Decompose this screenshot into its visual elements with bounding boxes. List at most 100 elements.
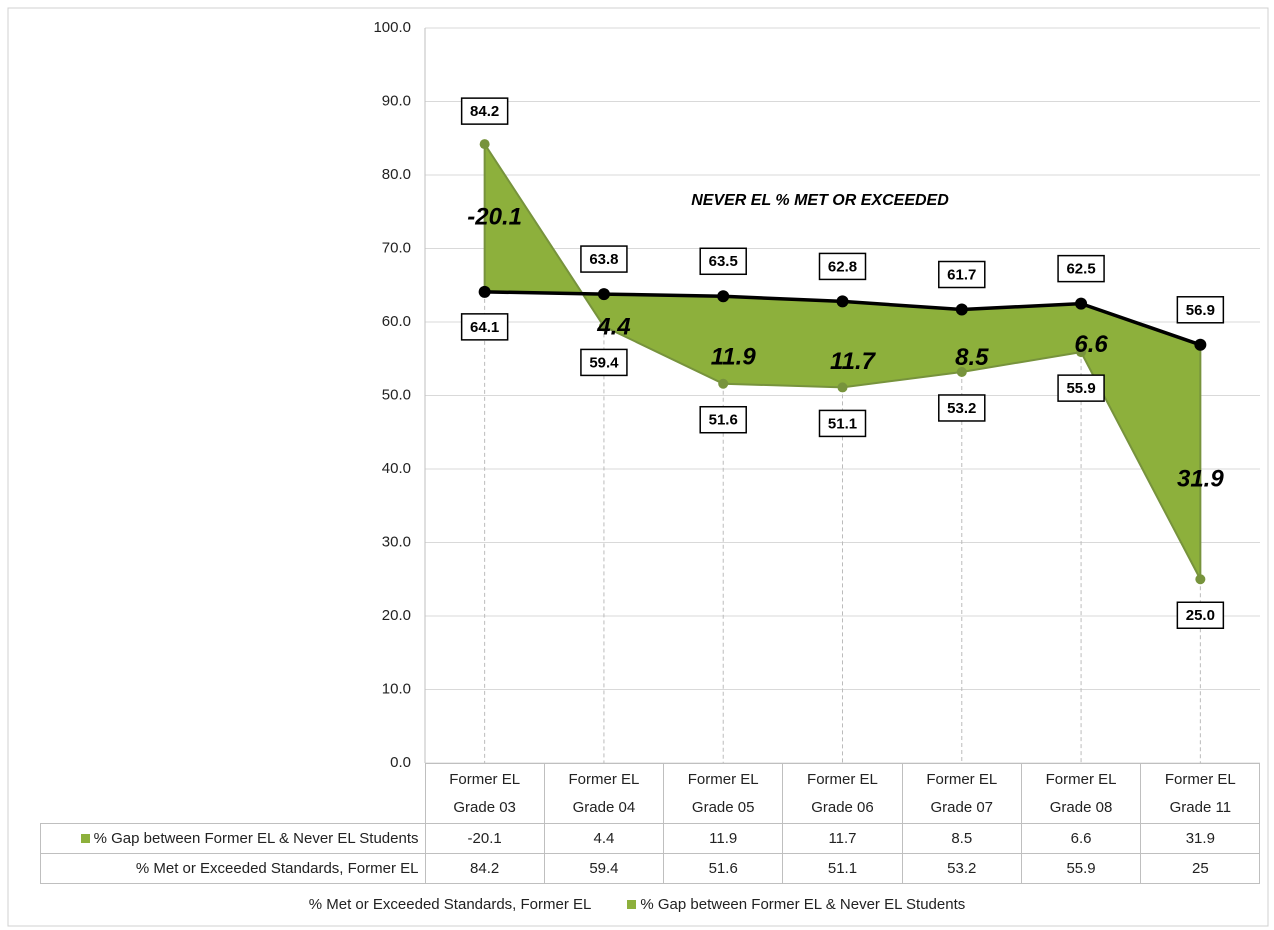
gap-label: 6.6 <box>1074 331 1108 358</box>
category-label: Former EL Grade 08 <box>1045 770 1117 816</box>
header-cell: Former EL Grade 08 <box>1020 763 1142 824</box>
data-label: 59.4 <box>580 348 628 377</box>
gap-label: 11.7 <box>830 348 877 375</box>
gap-label: 31.9 <box>1177 465 1224 492</box>
header-cell: Former EL Grade 11 <box>1140 763 1261 824</box>
row-name: % Gap between Former EL & Never EL Stude… <box>93 830 419 847</box>
label-text: 61.7 <box>947 266 976 283</box>
table-value: 59.4 <box>543 853 665 884</box>
label-text: 51.6 <box>709 412 738 429</box>
label-text: 59.4 <box>589 354 619 371</box>
table-value: 53.2 <box>901 853 1022 884</box>
data-label: 62.8 <box>818 252 867 281</box>
label-text: 64.1 <box>470 319 499 336</box>
header-cell: Former EL Grade 04 <box>543 763 665 824</box>
label-box <box>580 348 628 377</box>
former-el-point <box>1195 574 1206 585</box>
table-value: 55.9 <box>1020 853 1142 884</box>
data-label: 51.6 <box>699 405 747 434</box>
y-tick-label: 90.0 <box>382 92 411 109</box>
former-el-point <box>837 382 848 393</box>
table-value: 11.9 <box>663 823 784 854</box>
data-label: 61.7 <box>938 260 986 289</box>
data-label: 55.9 <box>1057 374 1105 402</box>
table-value: 51.6 <box>663 853 784 884</box>
header-cell: Former EL Grade 03 <box>424 763 545 824</box>
never-el-point <box>836 295 849 308</box>
legend-text: % Met or Exceeded Standards, Former EL <box>308 896 592 913</box>
category-label: Former EL Grade 06 <box>807 770 878 816</box>
label-box <box>699 247 747 276</box>
header-cell: Former EL Grade 07 <box>901 763 1022 824</box>
data-label: 84.2 <box>460 97 509 125</box>
data-label: 25.0 <box>1176 601 1225 629</box>
y-tick-label: 20.0 <box>382 607 411 624</box>
label-box <box>580 245 628 273</box>
former-el-point <box>956 366 967 377</box>
y-tick-label: 30.0 <box>382 533 411 550</box>
y-tick-label: 40.0 <box>382 460 411 477</box>
table-value: -20.1 <box>424 823 545 854</box>
annotation: NEVER EL % MET OR EXCEEDED <box>691 192 949 209</box>
label-box <box>938 260 986 289</box>
legend-item: % Met or Exceeded Standards, Former EL <box>309 896 592 913</box>
table-value: 11.7 <box>782 823 903 854</box>
label-box <box>818 409 867 438</box>
label-text: 56.9 <box>1186 302 1215 319</box>
data-label: 62.5 <box>1057 254 1105 283</box>
legend: % Met or Exceeded Standards, Former EL % … <box>0 896 1274 913</box>
label-text: 55.9 <box>1066 380 1095 397</box>
corner-cell <box>40 763 426 824</box>
data-table: Former EL Grade 03 Former EL Grade 04 Form… <box>40 763 1261 884</box>
legend-key <box>627 900 637 909</box>
y-tick-label: 60.0 <box>382 313 411 330</box>
category-label: Former EL Grade 04 <box>568 770 640 816</box>
label-box <box>699 405 747 434</box>
never-el-point <box>1194 338 1207 351</box>
label-text: 62.8 <box>828 258 857 275</box>
data-label: 63.5 <box>699 247 747 276</box>
chart-border <box>7 7 1269 927</box>
never-el-point <box>955 303 968 316</box>
legend-item: % Gap between Former EL & Never EL Stude… <box>627 896 965 913</box>
label-box <box>818 252 867 281</box>
label-text: 63.5 <box>709 253 738 270</box>
label-text: 84.2 <box>470 103 499 120</box>
y-tick-label: 10.0 <box>382 680 411 697</box>
former-el-point <box>718 378 729 389</box>
table-value: 8.5 <box>901 823 1022 854</box>
category-label: Former EL Grade 07 <box>926 770 998 816</box>
label-box <box>1057 374 1105 402</box>
gap-label: 11.9 <box>711 343 757 370</box>
former-el-point <box>1076 347 1087 358</box>
table-value: 25 <box>1140 853 1261 884</box>
data-label: 53.2 <box>938 394 986 422</box>
label-box <box>460 97 509 125</box>
table-value: 31.9 <box>1140 823 1261 854</box>
gap-label: 4.4 <box>596 314 630 341</box>
category-label: Former EL Grade 03 <box>449 770 521 816</box>
gap-label: -20.1 <box>467 203 522 230</box>
table-value: 4.4 <box>543 823 665 854</box>
never-el-point <box>717 290 730 303</box>
category-label: Former EL Grade 05 <box>687 770 759 816</box>
table-value: 51.1 <box>782 853 903 884</box>
data-label: 51.1 <box>818 409 867 438</box>
table-row: % Gap between Former EL & Never EL Stude… <box>40 823 1261 854</box>
label-text: 63.8 <box>589 251 618 268</box>
table-row: % Met or Exceeded Standards, Former EL 84… <box>40 853 1261 884</box>
table-value: 84.2 <box>424 853 545 884</box>
y-tick-label: 100.0 <box>373 19 411 36</box>
label-box <box>1057 254 1105 283</box>
label-text: 51.1 <box>828 415 857 432</box>
label-text: 53.2 <box>947 400 976 417</box>
row-label: % Met or Exceeded Standards, Former EL <box>40 853 426 884</box>
data-label: 63.8 <box>580 245 628 273</box>
never-el-point <box>478 285 491 298</box>
row-name: % Met or Exceeded Standards, Former EL <box>135 860 419 877</box>
legend-key <box>80 834 90 843</box>
category-label: Former EL Grade 11 <box>1164 770 1236 816</box>
never-el-point <box>1075 297 1088 310</box>
